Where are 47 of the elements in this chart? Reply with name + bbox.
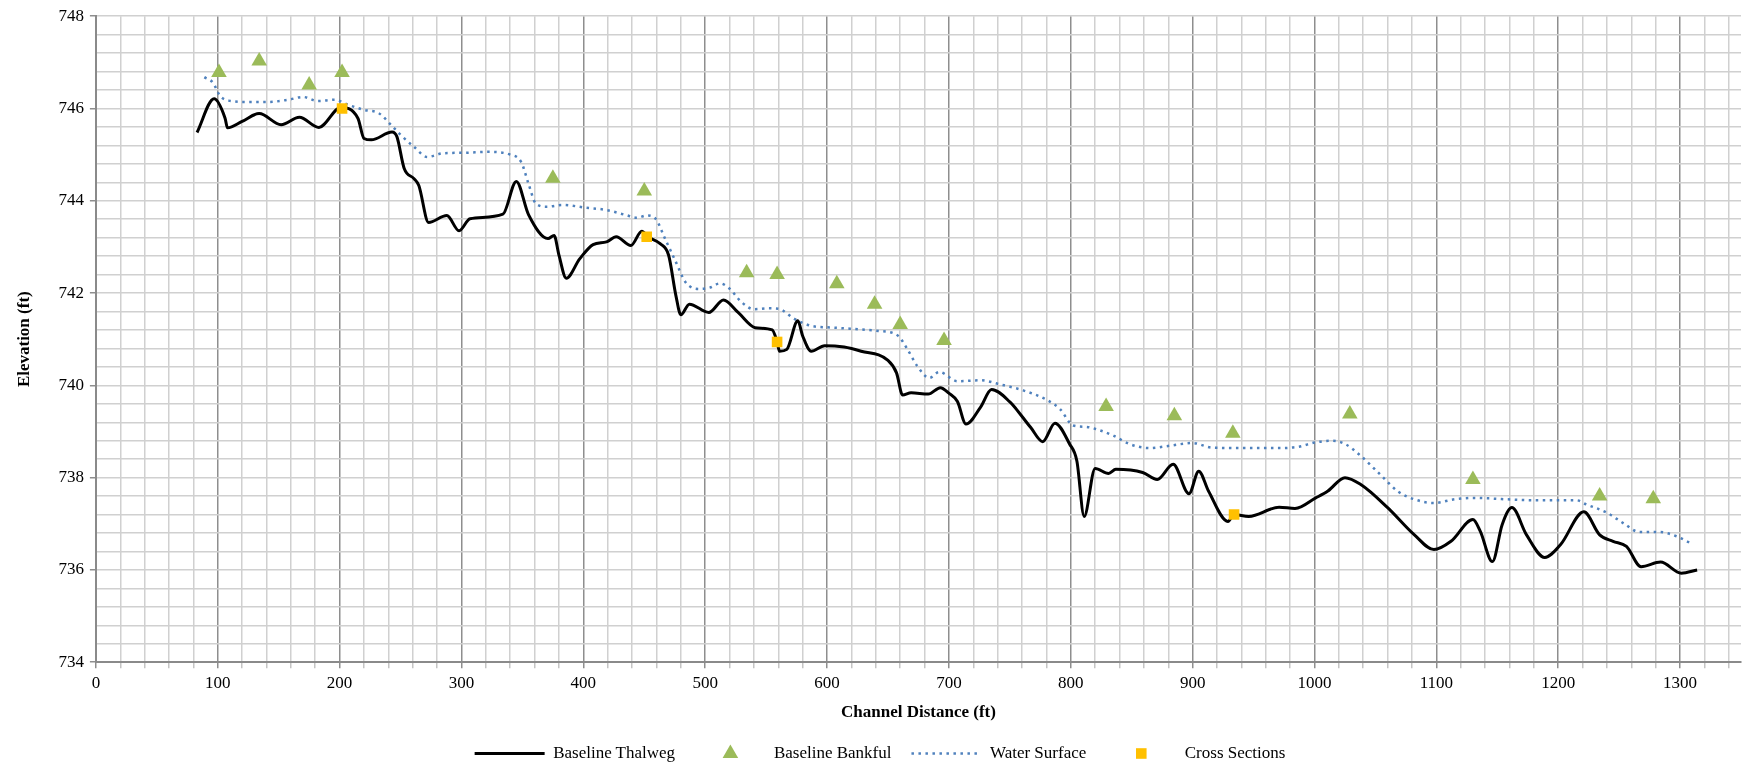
x-tick-label: 600 (814, 672, 840, 692)
point (936, 331, 952, 346)
point (211, 63, 227, 77)
point (1098, 397, 1114, 412)
legend-label: Baseline Thalweg (553, 742, 676, 762)
point (1225, 424, 1241, 438)
x-tick-label: 1200 (1541, 672, 1576, 692)
x-tick-label: 200 (326, 672, 353, 692)
point (636, 182, 653, 196)
point (301, 75, 317, 90)
point (1342, 404, 1358, 419)
point (769, 265, 785, 280)
x-tick-label: 0 (91, 672, 101, 692)
point (1166, 406, 1183, 421)
point (829, 274, 845, 289)
y-tick-label: 734 (58, 651, 85, 671)
x-tick-label: 900 (1179, 672, 1206, 692)
y-tick-label: 738 (58, 467, 84, 487)
x-tick-label: 500 (692, 672, 718, 692)
x-tick-label: 700 (936, 672, 962, 692)
x-tick-label: 800 (1058, 672, 1084, 692)
point (1645, 489, 1662, 504)
legend-label: Cross Sections (1184, 742, 1286, 762)
x-tick-label: 1100 (1419, 672, 1454, 692)
y-tick-label: 742 (58, 282, 84, 302)
x-tick-label: 1300 (1663, 672, 1698, 692)
y-tick-label: 740 (58, 374, 84, 394)
y-tick-label: 744 (58, 190, 85, 210)
point (892, 315, 908, 329)
point (334, 63, 350, 77)
x-tick-label: 400 (570, 672, 597, 692)
point (1465, 470, 1481, 484)
point (251, 51, 267, 66)
point (545, 169, 561, 183)
x-tick-label: 100 (205, 672, 231, 692)
y-tick-label: 748 (58, 5, 84, 25)
y-tick-label: 746 (58, 97, 84, 117)
legend-label: Baseline Bankful (773, 742, 892, 762)
legend-label: Water Surface (989, 742, 1087, 762)
point (866, 295, 883, 309)
y-axis-title: Elevation (ft) (13, 291, 33, 388)
x-tick-label: 300 (448, 672, 475, 692)
x-axis-title: Channel Distance (ft) (841, 702, 996, 722)
y-tick-label: 736 (58, 559, 84, 579)
x-tick-label: 1000 (1297, 672, 1332, 692)
point (1591, 487, 1608, 501)
point (738, 263, 755, 278)
